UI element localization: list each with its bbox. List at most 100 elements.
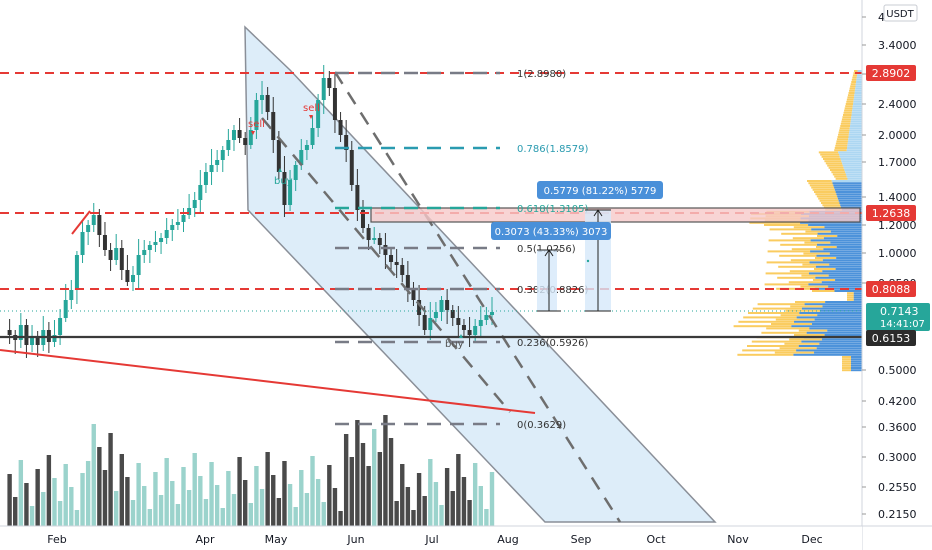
volume-bar bbox=[80, 473, 85, 526]
vp-bar-up bbox=[840, 125, 851, 127]
vp-bar-up bbox=[811, 186, 835, 189]
volume-bar bbox=[69, 487, 74, 526]
fib-retracement[interactable] bbox=[335, 71, 500, 426]
price-tick-label: 0.4200 bbox=[878, 395, 917, 408]
red-trendline[interactable] bbox=[0, 349, 536, 414]
vp-bar-down bbox=[852, 105, 862, 108]
vp-bar-up bbox=[768, 239, 811, 242]
vp-bar-up bbox=[844, 107, 853, 110]
vp-bar-down bbox=[824, 334, 862, 336]
descending-channel[interactable] bbox=[244, 25, 717, 523]
vp-bar-up bbox=[840, 122, 851, 125]
vp-bar-up bbox=[851, 81, 857, 83]
currency-badge[interactable] bbox=[883, 4, 918, 22]
price-axis[interactable] bbox=[862, 0, 932, 526]
vp-bar-up bbox=[846, 100, 854, 103]
volume-bar bbox=[299, 470, 304, 526]
vp-bar-up bbox=[747, 345, 799, 347]
volume-bar bbox=[304, 493, 310, 526]
time-axis[interactable] bbox=[0, 526, 862, 550]
candle-body bbox=[344, 135, 349, 150]
vp-bar-down bbox=[810, 250, 862, 253]
tag-countdown: 14:41:07 bbox=[880, 319, 925, 330]
volume-bar bbox=[478, 486, 483, 526]
time-tick-label: Sep bbox=[571, 533, 592, 546]
vp-bar-up bbox=[777, 276, 816, 279]
vp-bar-up bbox=[818, 197, 838, 200]
volume-bar bbox=[130, 500, 136, 526]
vp-bar-up bbox=[842, 356, 851, 358]
vp-bar-down bbox=[834, 290, 862, 292]
volume-bar bbox=[433, 482, 439, 526]
vp-bar-up bbox=[822, 204, 841, 207]
projection-dashed-2[interactable] bbox=[261, 117, 511, 413]
price-tick-label: 2.4000 bbox=[878, 98, 917, 111]
volume-bar bbox=[467, 500, 472, 526]
volume-bar bbox=[383, 415, 388, 526]
vp-bar-down bbox=[840, 206, 862, 209]
vp-bar-down bbox=[837, 197, 862, 200]
price-tick-label: 1.7000 bbox=[878, 156, 917, 169]
candle-body bbox=[383, 245, 388, 255]
vp-bar-up bbox=[738, 320, 795, 323]
sell-signal-1: sell bbox=[248, 119, 265, 130]
vp-bar-down bbox=[853, 103, 862, 105]
vp-bar-up bbox=[800, 285, 829, 288]
vp-bar-down bbox=[823, 248, 862, 251]
vp-bar-up bbox=[842, 367, 851, 369]
vp-bar-down bbox=[849, 127, 862, 130]
volume-bar bbox=[147, 509, 153, 526]
volume-bar bbox=[237, 457, 242, 526]
volume-bar bbox=[366, 466, 371, 526]
vp-bar-up bbox=[812, 290, 835, 292]
vp-bar-down bbox=[827, 329, 862, 332]
vp-bar-up bbox=[779, 254, 817, 257]
vp-bar-down bbox=[836, 193, 862, 196]
vp-bar-down bbox=[853, 96, 862, 99]
vp-bar-down bbox=[845, 173, 862, 176]
price-tick-label: 0.3000 bbox=[878, 451, 917, 464]
candle-body bbox=[288, 180, 293, 205]
vp-bar-up bbox=[804, 241, 831, 244]
vp-bar-down bbox=[829, 263, 862, 266]
candle-body bbox=[209, 165, 214, 172]
vp-bar-down bbox=[809, 327, 862, 330]
price-tick-label: 0.3600 bbox=[878, 421, 917, 434]
vp-bar-down bbox=[851, 111, 862, 114]
resistance-zone[interactable] bbox=[370, 207, 861, 223]
volume-bar bbox=[388, 438, 394, 526]
projection-dashed-1[interactable] bbox=[333, 71, 622, 523]
candle-body bbox=[428, 318, 433, 330]
candle-body bbox=[220, 150, 225, 160]
vp-bar-down bbox=[815, 265, 862, 268]
red-small-segment[interactable] bbox=[71, 210, 91, 235]
volume-bar bbox=[198, 476, 203, 526]
vp-bar-down bbox=[793, 353, 862, 356]
vp-bar-up bbox=[767, 250, 811, 253]
vp-bar-up bbox=[847, 96, 854, 99]
measure-label-1[interactable] bbox=[537, 181, 663, 199]
vp-bar-up bbox=[847, 298, 854, 301]
candle-body bbox=[260, 95, 265, 100]
vp-bar-down bbox=[854, 92, 862, 94]
vp-bar-up bbox=[807, 180, 832, 182]
vp-bar-down bbox=[856, 78, 862, 81]
vp-bar-down bbox=[853, 298, 862, 301]
vp-bar-down bbox=[850, 120, 862, 123]
vp-bar-down bbox=[817, 232, 862, 235]
vp-bar-down bbox=[847, 140, 862, 143]
vp-bar-down bbox=[808, 224, 862, 226]
vp-bar-down bbox=[822, 305, 862, 308]
volume-bar bbox=[327, 465, 332, 526]
measure-label-2[interactable] bbox=[491, 222, 611, 240]
vp-bar-up bbox=[847, 294, 854, 297]
vp-bar-up bbox=[801, 274, 829, 277]
vp-bar-down bbox=[821, 281, 862, 284]
vp-bar-up bbox=[742, 349, 797, 352]
buy-signal-2: buy bbox=[445, 339, 464, 350]
tag-0615: 0.6153 bbox=[872, 332, 911, 345]
vp-bar-up bbox=[847, 296, 854, 299]
vp-bar-up bbox=[733, 325, 792, 328]
measure-label-2-text: 0.3073 (43.33%) 3073 bbox=[495, 227, 608, 238]
